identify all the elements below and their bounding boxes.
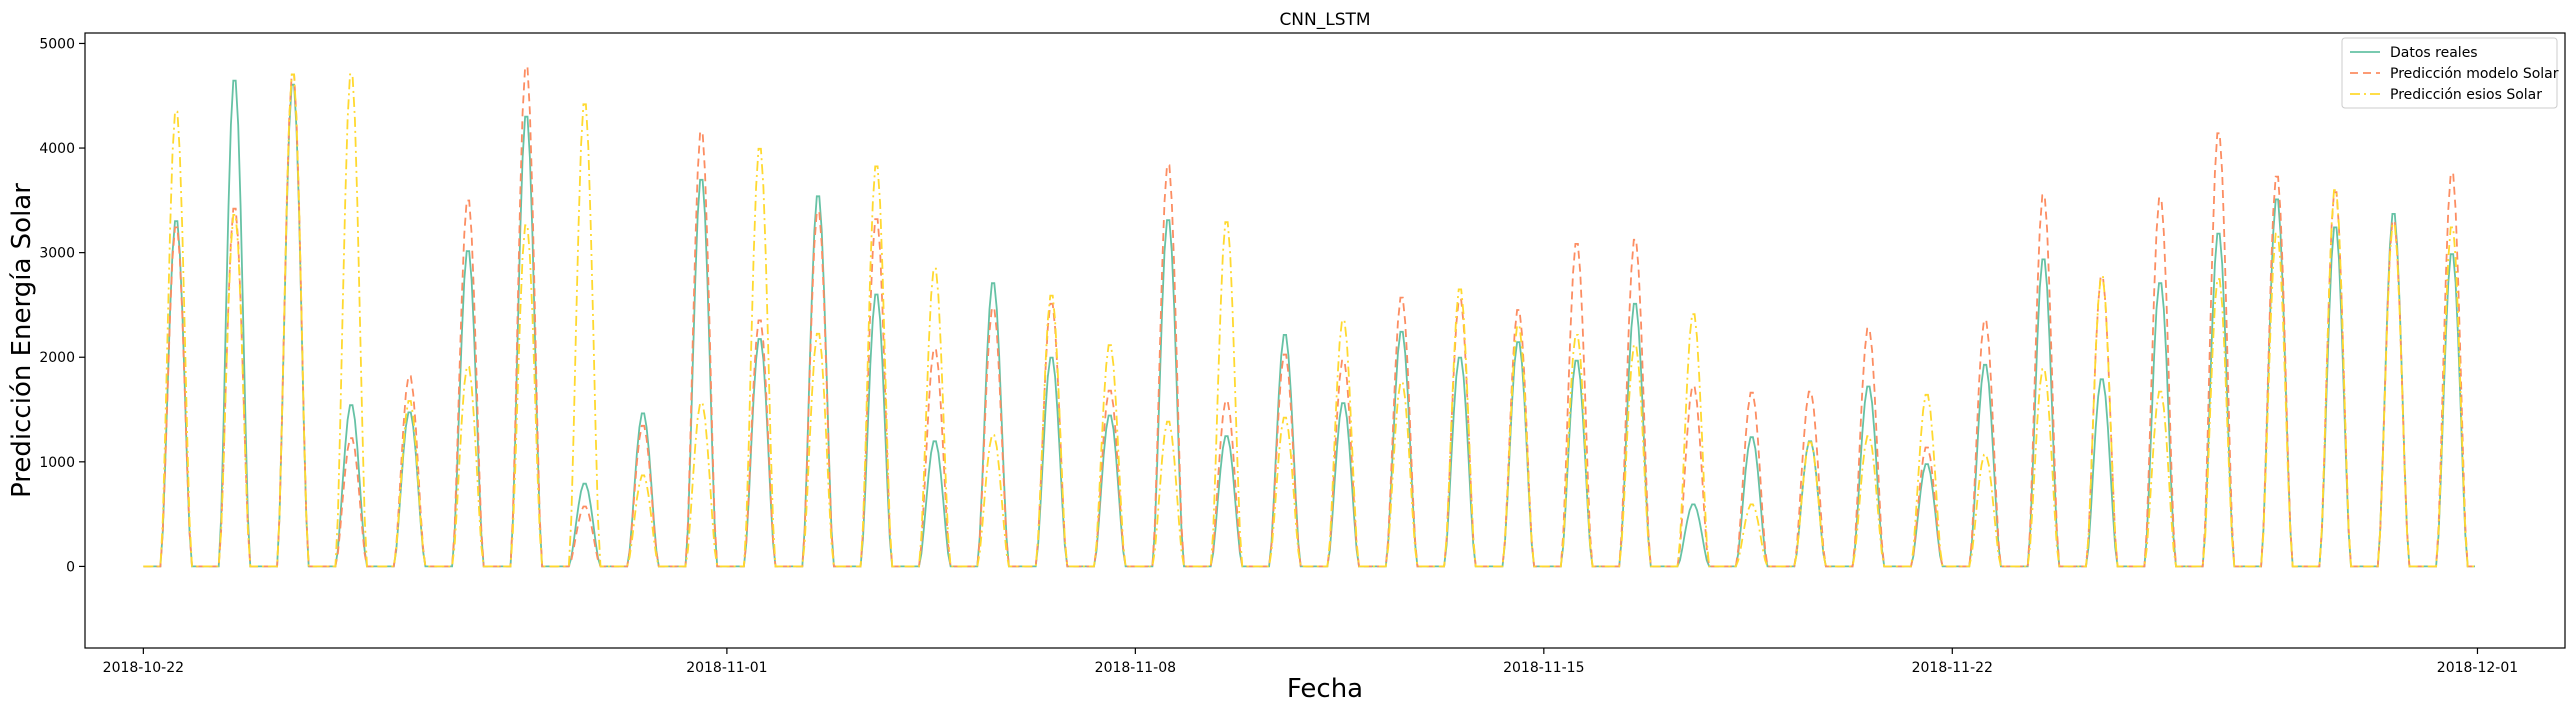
series-line-3 <box>143 73 2475 568</box>
y-tick-label: 3000 <box>39 246 75 262</box>
x-tick-label: 2018-10-22 <box>103 660 184 676</box>
legend-entry-label: Predicción modelo Solar <box>2390 66 2559 82</box>
plot-frame <box>84 32 2566 649</box>
legend-box <box>2341 37 2558 109</box>
y-tick-label: 4000 <box>39 141 75 157</box>
y-axis-label: Predicción Energía Solar <box>7 183 37 498</box>
x-axis: 2018-10-22 2018-11-01 2018-11-08 2018-11-15… <box>103 648 2518 676</box>
x-tick-label: 2018-11-15 <box>1503 660 1584 676</box>
legend: Datos reales Predicción modelo Solar Predi… <box>2341 37 2559 109</box>
x-tick-label: 2018-12-01 <box>2437 660 2518 676</box>
y-tick-label: 1000 <box>39 455 75 471</box>
y-tick-label: 5000 <box>39 36 75 52</box>
x-axis-label: Fecha <box>1287 674 1363 704</box>
legend-entry-label: Datos reales <box>2390 45 2478 61</box>
legend-entry-label: Predicción esios Solar <box>2390 87 2542 103</box>
y-tick-label: 2000 <box>39 350 75 366</box>
series-layer <box>143 66 2475 568</box>
y-tick-label: 0 <box>66 559 75 575</box>
chart-title: CNN_LSTM <box>1279 10 1370 30</box>
y-axis: 0 1000 2000 3000 4000 5000 <box>39 36 85 575</box>
x-tick-label: 2018-11-08 <box>1095 660 1176 676</box>
x-tick-label: 2018-11-22 <box>1912 660 1993 676</box>
x-tick-label: 2018-11-01 <box>686 660 767 676</box>
